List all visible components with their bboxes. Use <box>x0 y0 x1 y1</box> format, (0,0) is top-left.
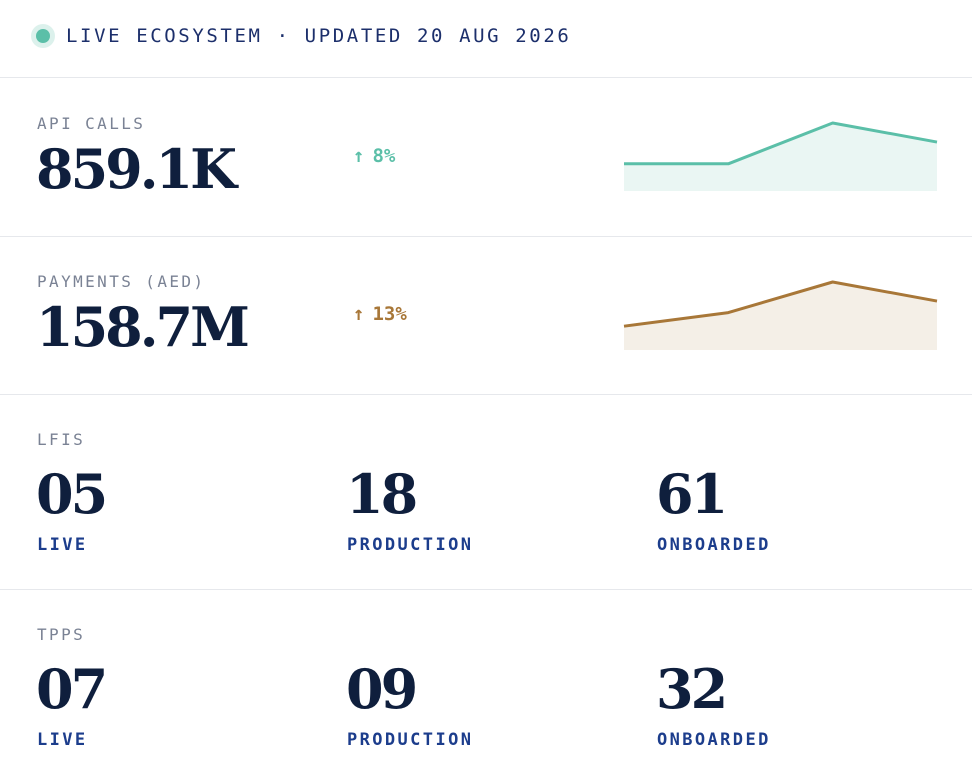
metric-value: 158.7M <box>36 295 250 359</box>
sparkline-area <box>624 123 937 191</box>
tpps-live-label: LIVE <box>37 730 88 750</box>
lfis-onboarded-count: 61 <box>656 462 728 526</box>
ecosystem-header: LIVE ECOSYSTEM · UPDATED 20 AUG 2026 <box>0 0 972 78</box>
tpps-section: TPPS 07 LIVE 09 PRODUCTION 32 ONBOARDED <box>0 590 972 782</box>
live-status-dot-icon <box>31 24 55 48</box>
lfis-production-count: 18 <box>346 462 418 526</box>
metric-delta: ↑ 8% <box>353 145 395 167</box>
sparkline-area <box>624 282 937 350</box>
section-label: LFIS <box>37 430 86 449</box>
sparkline-line <box>624 121 938 166</box>
metric-label: PAYMENTS (AED) <box>37 272 206 291</box>
lfis-onboarded-label: ONBOARDED <box>657 535 771 555</box>
section-label: TPPS <box>37 625 86 644</box>
sparkline-line <box>623 280 938 328</box>
tpps-onboarded-count: 32 <box>656 657 728 721</box>
lfis-section: LFIS 05 LIVE 18 PRODUCTION 61 ONBOARDED <box>0 395 972 590</box>
metric-value: 859.1K <box>36 137 237 201</box>
lfis-live-count: 05 <box>36 462 108 526</box>
metric-api-calls: API CALLS 859.1K ↑ 8% <box>0 78 972 237</box>
delta-value: 13% <box>372 303 407 325</box>
lfis-production-label: PRODUCTION <box>347 535 474 555</box>
metric-label: API CALLS <box>37 114 146 133</box>
lfis-live-label: LIVE <box>37 535 88 555</box>
tpps-live-count: 07 <box>36 657 108 721</box>
tpps-production-count: 09 <box>346 657 418 721</box>
delta-value: 8% <box>372 145 396 167</box>
tpps-production-label: PRODUCTION <box>347 730 474 750</box>
sparkline-payments <box>623 280 938 350</box>
tpps-onboarded-label: ONBOARDED <box>657 730 771 750</box>
up-arrow-icon: ↑ <box>353 145 365 167</box>
up-arrow-icon: ↑ <box>353 303 365 325</box>
metric-delta: ↑ 13% <box>353 303 407 325</box>
sparkline-api-calls <box>624 121 938 191</box>
metric-payments: PAYMENTS (AED) 158.7M ↑ 13% <box>0 237 972 395</box>
header-title: LIVE ECOSYSTEM · UPDATED 20 AUG 2026 <box>66 25 572 47</box>
